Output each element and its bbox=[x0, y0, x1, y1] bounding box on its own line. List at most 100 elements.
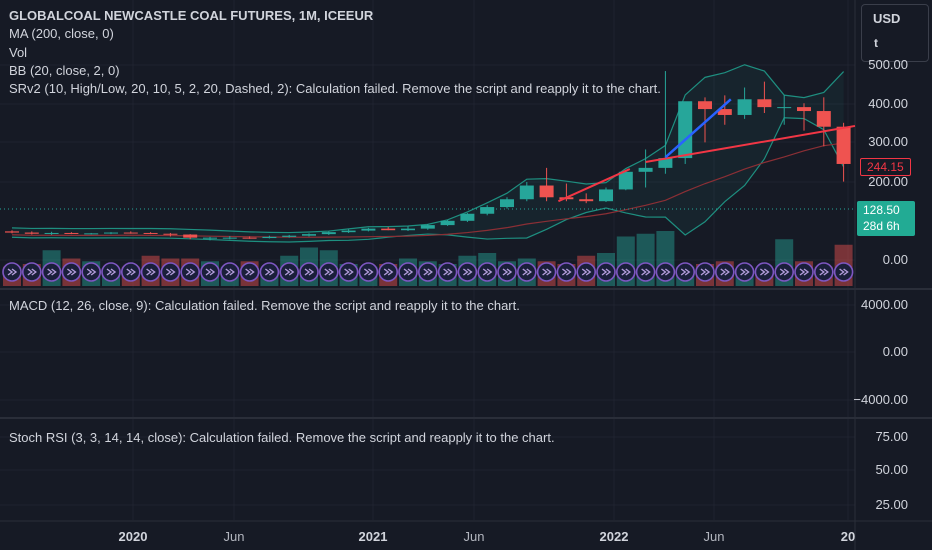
candle-body bbox=[797, 107, 811, 112]
candle-body bbox=[678, 101, 693, 159]
candle-body bbox=[123, 232, 138, 234]
signal-marker-arrows bbox=[621, 268, 631, 276]
candle-body bbox=[836, 126, 851, 164]
signal-marker-arrows bbox=[344, 268, 354, 276]
candle-body bbox=[777, 107, 792, 109]
candle-body bbox=[381, 228, 396, 231]
candle-body bbox=[440, 220, 455, 226]
candle-body bbox=[480, 207, 495, 214]
signal-marker-arrows bbox=[601, 268, 612, 276]
signal-marker-arrows bbox=[225, 268, 235, 276]
moving-average-line bbox=[11, 142, 844, 238]
candle-body bbox=[321, 232, 336, 235]
trend-line-red bbox=[645, 124, 856, 163]
candle-body bbox=[341, 230, 356, 233]
indicator-vol-label[interactable]: Vol bbox=[9, 45, 28, 60]
candle-body bbox=[64, 232, 79, 234]
candle-body bbox=[44, 232, 59, 234]
candle-body bbox=[717, 109, 732, 115]
time-axis-label: Jun bbox=[463, 529, 485, 544]
candle-body bbox=[262, 236, 277, 239]
signal-marker-arrows bbox=[839, 268, 849, 276]
candle-body bbox=[282, 235, 297, 237]
price-axis-label: 300.00 bbox=[868, 134, 908, 149]
signal-marker-arrows bbox=[542, 268, 552, 276]
signal-marker-arrows bbox=[304, 268, 315, 276]
stoch-axis-label: 75.00 bbox=[875, 429, 908, 444]
signal-marker-arrows bbox=[7, 268, 18, 276]
signal-marker-arrows bbox=[819, 268, 829, 276]
time-axis-label: Jun bbox=[703, 529, 725, 544]
indicator-bb-label[interactable]: BB (20, close, 2, 0) bbox=[9, 63, 120, 78]
macd-pane-label[interactable]: MACD (12, 26, close, 9): Calculation fai… bbox=[9, 298, 520, 313]
signal-marker-arrows bbox=[205, 268, 216, 276]
signal-marker-arrows bbox=[660, 268, 671, 276]
signal-marker-arrows bbox=[86, 268, 97, 276]
signal-marker-arrows bbox=[363, 268, 374, 276]
candle-body bbox=[539, 185, 554, 198]
unit-label: t bbox=[874, 36, 878, 50]
candle-body bbox=[183, 234, 198, 238]
candle-body bbox=[104, 232, 118, 234]
currency-unit-selector[interactable]: USD t bbox=[861, 4, 929, 62]
signal-marker-arrows bbox=[165, 268, 176, 276]
signal-marker-arrows bbox=[423, 268, 433, 276]
candle-body bbox=[420, 225, 435, 229]
grid-lines bbox=[0, 0, 855, 520]
macd-axis-label: 0.00 bbox=[882, 344, 908, 359]
candle-body bbox=[242, 237, 257, 239]
candle-body bbox=[84, 233, 99, 235]
time-axis-label: 20 bbox=[840, 529, 856, 544]
price-axis-label: 200.00 bbox=[868, 174, 908, 189]
candle-body bbox=[638, 167, 653, 172]
trend-line-blue bbox=[664, 98, 732, 159]
signal-marker-arrows bbox=[740, 268, 750, 276]
signal-marker-arrows bbox=[403, 268, 414, 276]
signal-marker-arrows bbox=[126, 268, 136, 276]
macd-axis-label: −4000.00 bbox=[853, 392, 908, 407]
trend-line-red bbox=[557, 168, 631, 203]
ma-200-line bbox=[11, 142, 844, 238]
signal-marker-arrows bbox=[779, 268, 790, 276]
candle-body bbox=[361, 228, 376, 231]
candle-body bbox=[302, 234, 316, 236]
time-axis-label: Jun bbox=[223, 529, 245, 544]
candle-body bbox=[618, 171, 633, 190]
time-axis-label: 2022 bbox=[599, 529, 629, 544]
candle-body bbox=[816, 111, 831, 127]
bar-countdown: 28d 6h bbox=[863, 219, 900, 233]
candle-body bbox=[519, 185, 534, 200]
candle-body bbox=[24, 232, 39, 234]
signal-marker-arrows bbox=[522, 268, 532, 276]
signal-marker-arrows bbox=[47, 268, 57, 276]
signal-marker-arrows bbox=[581, 268, 592, 276]
signal-marker-arrows bbox=[185, 268, 196, 276]
signal-marker-arrows bbox=[146, 268, 156, 276]
signal-markers bbox=[2, 262, 854, 282]
signal-marker-arrows bbox=[799, 268, 810, 276]
indicator-srv2-label[interactable]: SRv2 (10, High/Low, 20, 10, 5, 2, 20, Da… bbox=[9, 81, 661, 96]
stoch-rsi-pane-label[interactable]: Stoch RSI (3, 3, 14, 14, close): Calcula… bbox=[9, 430, 555, 445]
price-axis-label: 500.00 bbox=[868, 57, 908, 72]
currency-label: USD bbox=[873, 11, 901, 26]
signal-marker-arrows bbox=[27, 268, 37, 276]
candle-body bbox=[163, 233, 178, 235]
candle-body bbox=[737, 99, 752, 115]
signal-marker-arrows bbox=[443, 268, 453, 276]
signal-marker-arrows bbox=[106, 268, 117, 276]
signal-marker-arrows bbox=[482, 268, 493, 276]
candle-body bbox=[222, 237, 237, 239]
signal-marker-arrows bbox=[502, 268, 513, 276]
macd-axis-label: 4000.00 bbox=[861, 297, 908, 312]
signal-marker-arrows bbox=[245, 268, 255, 276]
price-axis-label: 0.00 bbox=[882, 252, 908, 267]
time-axis-label: 2021 bbox=[358, 529, 388, 544]
indicator-ma-label[interactable]: MA (200, close, 0) bbox=[9, 26, 114, 41]
signal-marker-arrows bbox=[720, 268, 730, 276]
time-axis-label: 2020 bbox=[118, 529, 148, 544]
current-price-value: 128.50 bbox=[863, 203, 900, 217]
signal-marker-arrows bbox=[641, 268, 651, 276]
chart-title: GLOBALCOAL NEWCASTLE COAL FUTURES, 1M, I… bbox=[9, 8, 374, 23]
trend-lines bbox=[557, 98, 856, 203]
